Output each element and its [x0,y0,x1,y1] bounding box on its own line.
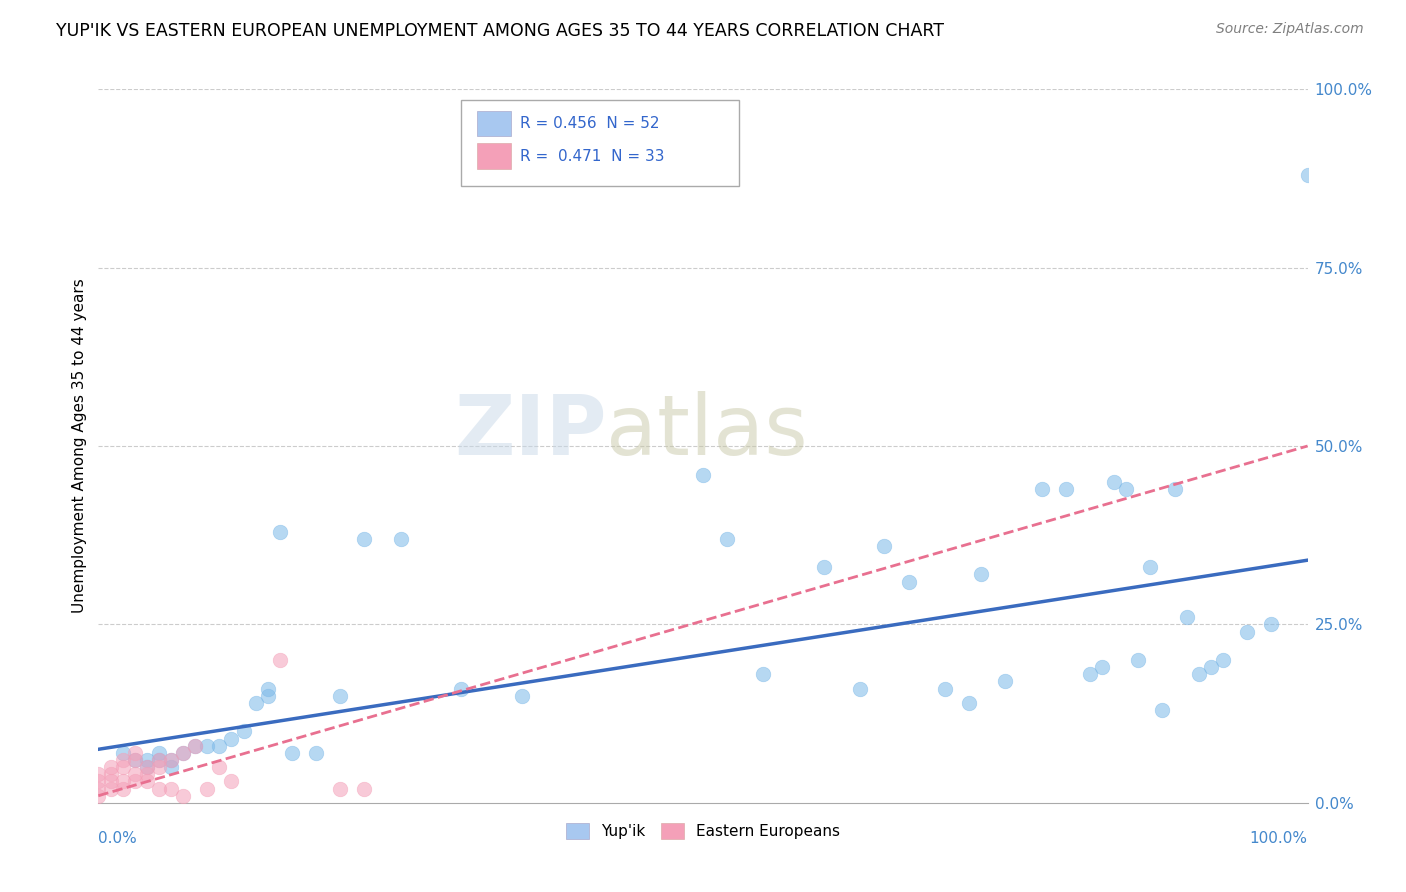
Point [111,774,134,789]
Text: YUP'IK VS EASTERN EUROPEAN UNEMPLOYMENT AMONG AGES 35 TO 44 YEARS CORRELATION CH: YUP'IK VS EASTERN EUROPEAN UNEMPLOYMENT … [56,22,945,40]
Point [148,781,170,796]
Point [111,760,134,774]
Point [1128,653,1150,667]
Point [1152,703,1174,717]
Point [221,731,243,746]
Point [269,653,291,667]
Point [135,753,157,767]
Point [1260,617,1282,632]
Bar [477,144,510,169]
Point [353,781,375,796]
Text: R =  0.471  N = 33: R = 0.471 N = 33 [520,149,665,164]
Point [184,739,207,753]
Point [160,753,183,767]
Point [934,681,956,696]
Point [510,689,533,703]
FancyBboxPatch shape [461,100,740,186]
Point [172,789,194,803]
Point [389,532,412,546]
Point [172,746,194,760]
Text: R = 0.456  N = 52: R = 0.456 N = 52 [520,116,659,131]
Point [195,781,218,796]
Bar [477,111,510,136]
Point [1115,482,1137,496]
Point [232,724,254,739]
Point [245,696,267,710]
Point [111,753,134,767]
Point [305,746,328,760]
Point [1091,660,1114,674]
Point [269,524,291,539]
Text: 0.0%: 0.0% [98,831,138,847]
Point [1031,482,1053,496]
Point [87,767,110,781]
Point [148,746,170,760]
Point [353,532,375,546]
Point [256,681,278,696]
Point [87,774,110,789]
Text: 100.0%: 100.0% [1250,831,1308,847]
Point [1296,168,1319,182]
Point [1212,653,1234,667]
Point [100,781,122,796]
Point [100,774,122,789]
Point [124,753,146,767]
Point [160,781,183,796]
Point [281,746,304,760]
Y-axis label: Unemployment Among Ages 35 to 44 years: Unemployment Among Ages 35 to 44 years [72,278,87,614]
Point [1199,660,1222,674]
Point [716,532,738,546]
Point [111,746,134,760]
Point [329,781,352,796]
Point [752,667,775,681]
Point [124,746,146,760]
Point [111,781,134,796]
Point [124,767,146,781]
Point [160,760,183,774]
Point [256,689,278,703]
Text: Source: ZipAtlas.com: Source: ZipAtlas.com [1216,22,1364,37]
Point [1078,667,1101,681]
Point [135,767,157,781]
Point [135,760,157,774]
Point [87,789,110,803]
Point [124,774,146,789]
Point [135,760,157,774]
Point [873,539,896,553]
Text: ZIP: ZIP [454,392,606,472]
Point [813,560,835,574]
Point [148,760,170,774]
Point [195,739,218,753]
Point [1054,482,1077,496]
Point [208,739,231,753]
Point [221,774,243,789]
Point [692,467,714,482]
Point [1236,624,1258,639]
Point [100,760,122,774]
Text: atlas: atlas [606,392,808,472]
Point [148,753,170,767]
Point [994,674,1017,689]
Point [1175,610,1198,624]
Legend: Yup'ik, Eastern Europeans: Yup'ik, Eastern Europeans [560,817,846,845]
Point [148,753,170,767]
Point [1163,482,1185,496]
Point [1139,560,1161,574]
Point [87,781,110,796]
Point [124,753,146,767]
Point [135,774,157,789]
Point [1188,667,1211,681]
Point [957,696,980,710]
Point [1102,475,1125,489]
Point [160,753,183,767]
Point [184,739,207,753]
Point [208,760,231,774]
Point [849,681,872,696]
Point [450,681,472,696]
Point [172,746,194,760]
Point [897,574,920,589]
Point [970,567,993,582]
Point [100,767,122,781]
Point [329,689,352,703]
